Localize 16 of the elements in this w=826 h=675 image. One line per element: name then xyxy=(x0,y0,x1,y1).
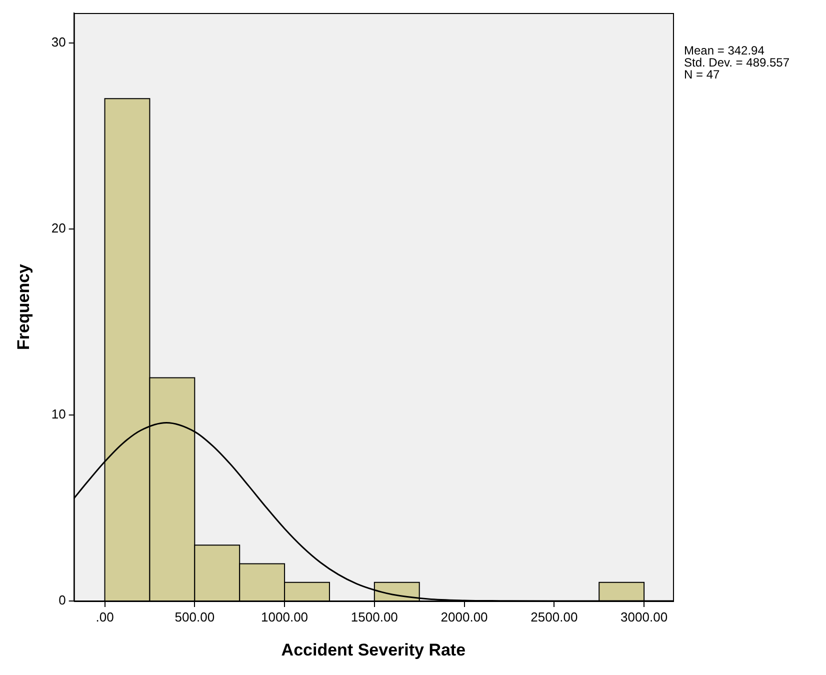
x-tick-label: 3000.00 xyxy=(620,609,668,624)
y-tick-label: 10 xyxy=(51,406,66,422)
x-tick-label: .00 xyxy=(96,609,114,624)
x-tick-label: 1000.00 xyxy=(261,609,308,624)
y-tick-label: 0 xyxy=(58,592,66,608)
text: N = 47 xyxy=(684,67,720,82)
y-axis-title: Frequency xyxy=(14,263,33,350)
y-tick-label: 20 xyxy=(51,220,66,236)
x-axis-title: Accident Severity Rate xyxy=(281,640,466,660)
x-tick-label: 1500.00 xyxy=(350,609,398,624)
text: Mean = 342.94 xyxy=(684,43,765,58)
y-tick-label: 30 xyxy=(51,34,66,50)
x-tick-label: 500.00 xyxy=(174,609,215,624)
x-tick-label: 2500.00 xyxy=(530,609,578,624)
x-tick-label: 2000.00 xyxy=(440,609,488,624)
text: Std. Dev. = 489.557 xyxy=(684,55,790,70)
